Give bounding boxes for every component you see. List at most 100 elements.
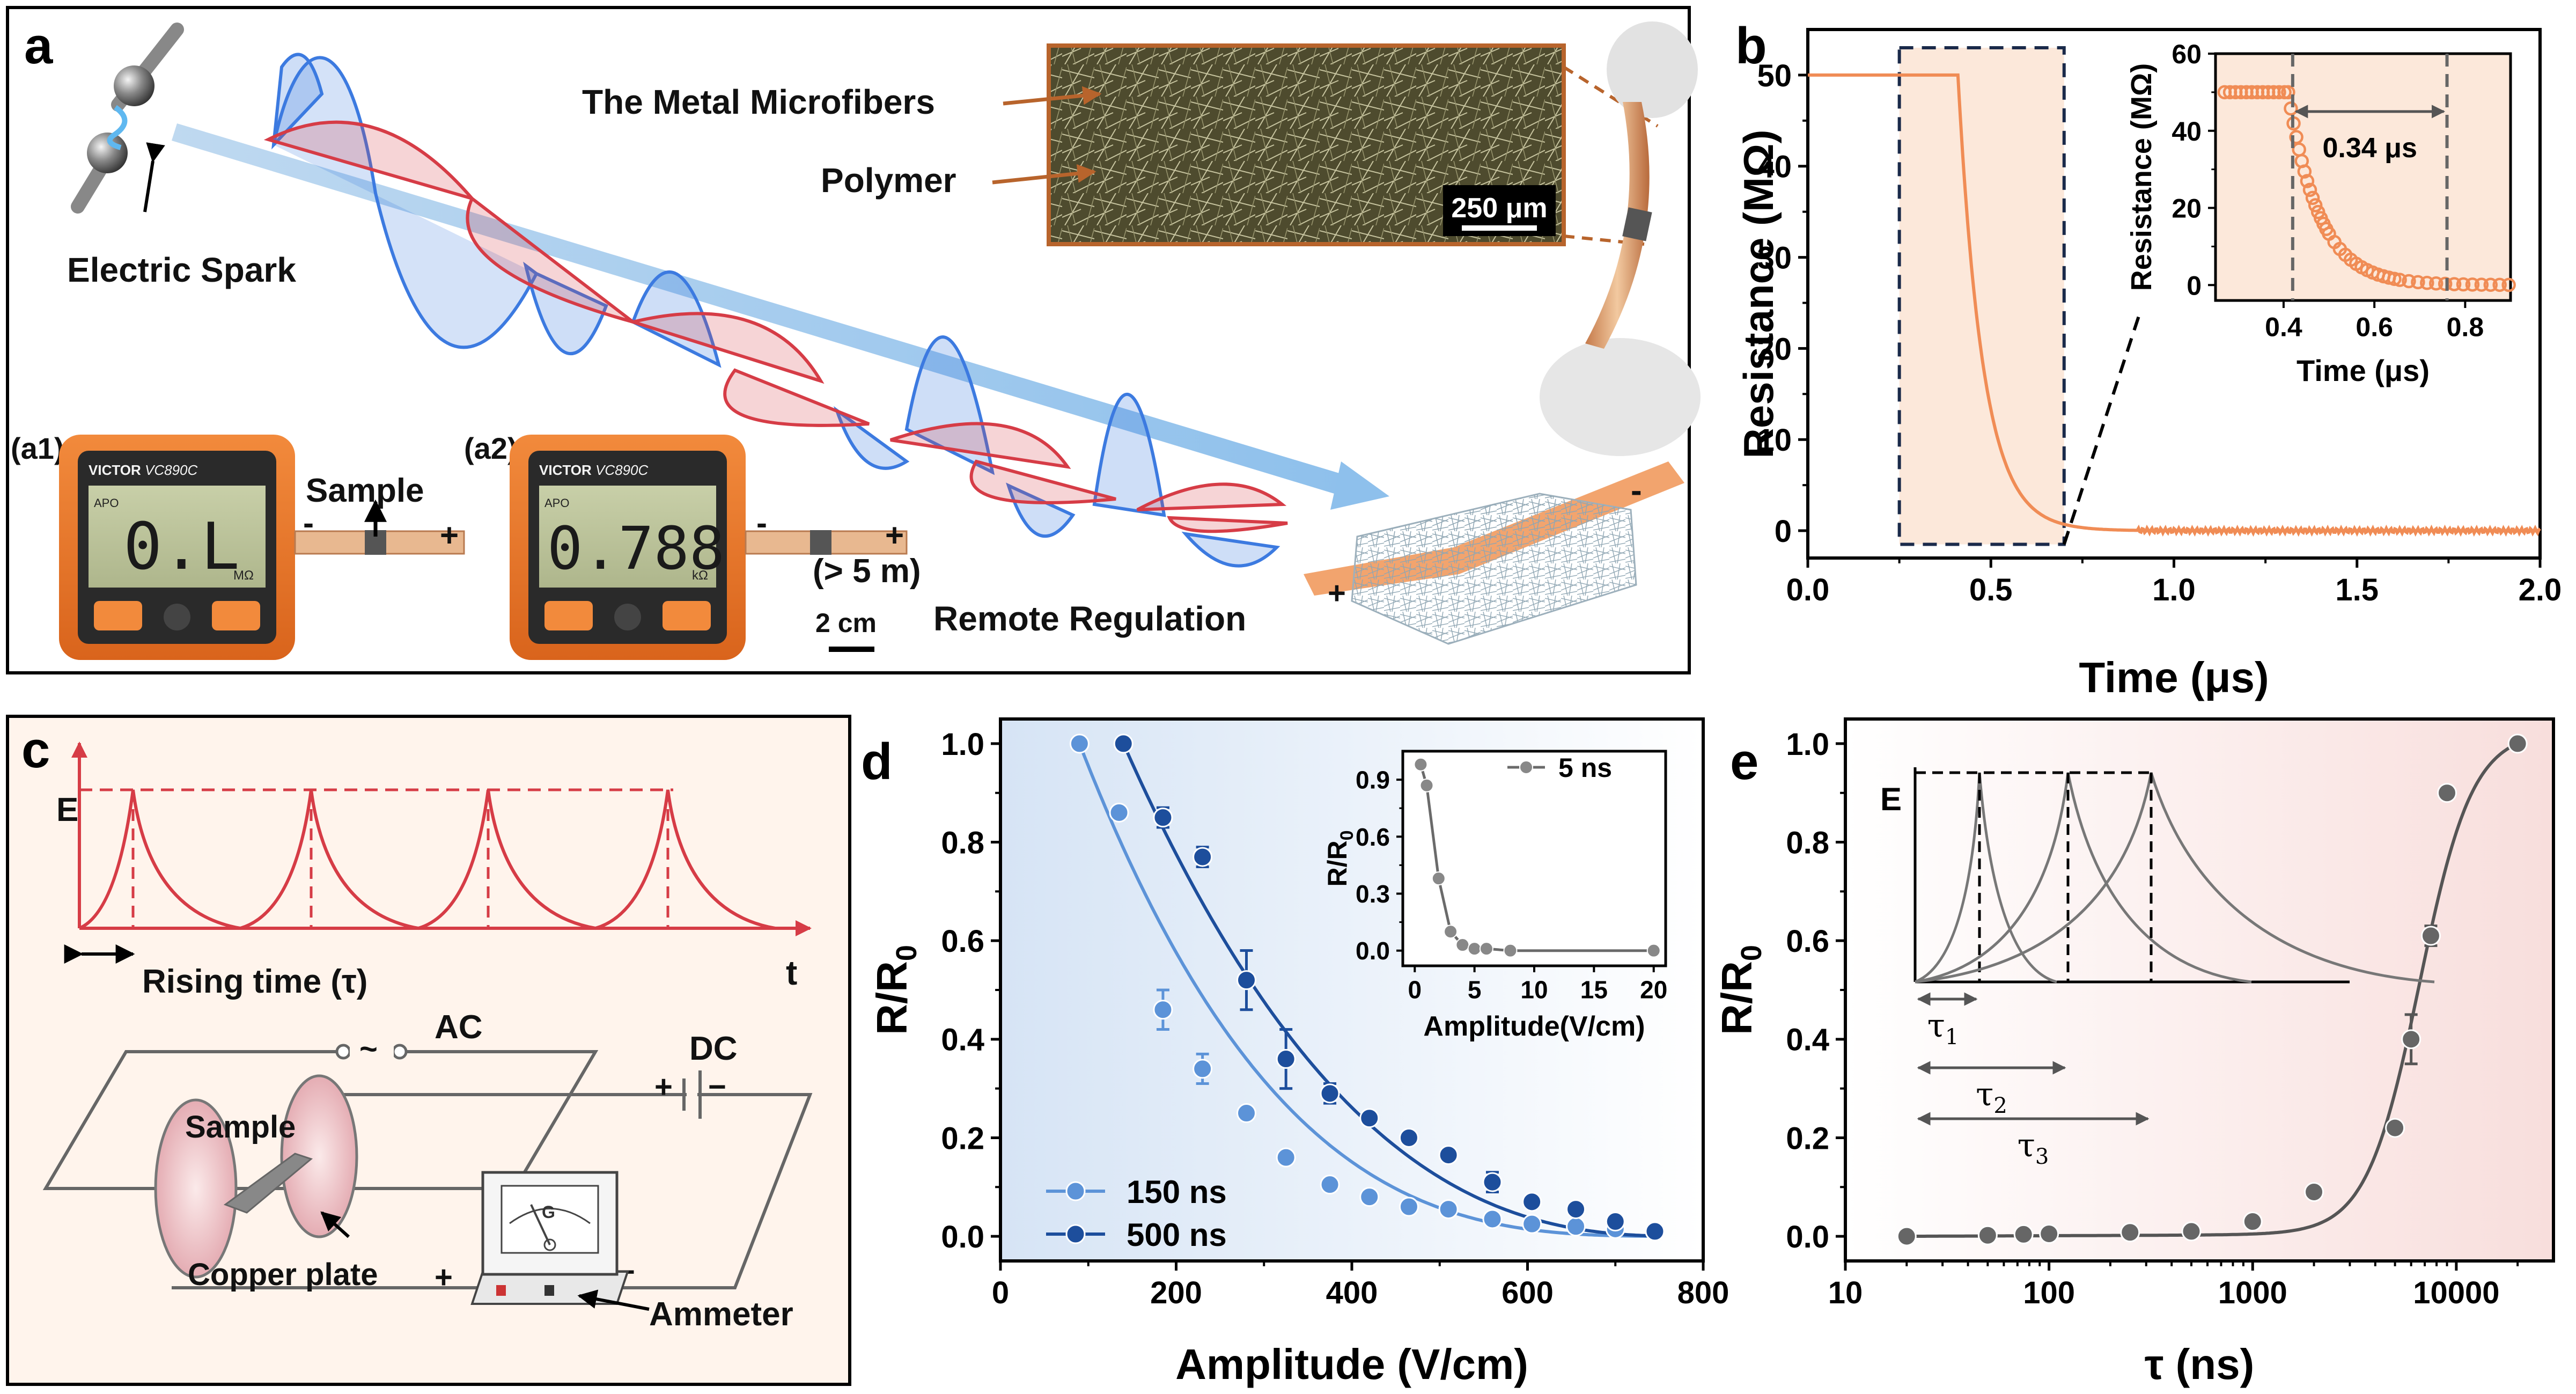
- polymer-label: Polymer: [821, 161, 956, 200]
- test-circuit-diagram: ~ AC DC + − Sample Copper plate + −: [42, 1009, 813, 1333]
- d-point-500ns: [1276, 1049, 1296, 1069]
- e-point: [1977, 1225, 1998, 1245]
- e_main-ytick-label: 0.8: [1786, 825, 1829, 860]
- d-point-500ns: [1113, 733, 1134, 754]
- d-legend-marker: [1065, 1224, 1086, 1244]
- flexible-sample-photo: [1540, 21, 1701, 456]
- scale-bar-label: 250 μm: [1451, 193, 1547, 224]
- d-point-150ns: [1109, 802, 1129, 823]
- d-xlabel: Amplitude (V/cm): [1175, 1340, 1528, 1388]
- e_main-ytick-label: 1.0: [1786, 727, 1829, 762]
- d-inset-point: [1455, 938, 1470, 952]
- a2-label: (a2): [464, 431, 518, 465]
- e-point: [1896, 1226, 1917, 1246]
- b-inset-point: [2289, 130, 2303, 144]
- ammeter-illustration: G: [470, 1171, 629, 1305]
- b-inset-bg: [2216, 54, 2511, 300]
- meter-brand-2: VICTOR: [539, 462, 592, 478]
- c-E-label: E: [56, 791, 78, 828]
- b-xlabel: Time (μs): [2079, 654, 2269, 701]
- e_main-xtick-label: 10: [1828, 1275, 1863, 1310]
- galvanometer-label: G: [542, 1202, 555, 1222]
- microfiber-micrograph: 250 μm: [1047, 43, 1566, 246]
- e-point: [2039, 1224, 2059, 1244]
- e-inset-E-label: E: [1880, 781, 1902, 817]
- d-inset-point: [1419, 778, 1434, 793]
- d-point-500ns: [1566, 1199, 1586, 1220]
- b-inset-ylabel: Resistance (MΩ): [2125, 63, 2158, 291]
- e-point: [2385, 1118, 2405, 1138]
- e-inset-tau-sub-3: 3: [2035, 1144, 2049, 1169]
- b-inset-point: [2465, 277, 2480, 292]
- d-point-500ns: [1359, 1108, 1380, 1128]
- d-fit-curve-150ns: [1078, 743, 1655, 1238]
- panel-d-letter: d: [861, 733, 893, 790]
- d-point-500ns: [1399, 1127, 1419, 1148]
- e-point: [2401, 1029, 2422, 1050]
- d_main-ytick-label: 0.2: [941, 1121, 984, 1156]
- e-ylabel: R/R0: [1713, 945, 1768, 1035]
- b_main-xtick-label: 1.0: [2152, 573, 2196, 607]
- b_inset-xtick-label: 0.8: [2447, 312, 2484, 342]
- meter-reading-1: 0.L: [123, 510, 240, 584]
- multimeter-a2: (a2) VICTOR VC890C APO 0.788 kΩ: [464, 431, 746, 660]
- e_main-ytick-label: 0.2: [1786, 1121, 1829, 1156]
- d-point-500ns: [1522, 1192, 1542, 1212]
- panel-b: b 0.0 0.5 1.0 1.5 2.0 0 10 20 30 40 50 Resistance (…: [1735, 17, 2562, 701]
- d-point-150ns: [1438, 1199, 1459, 1220]
- d_inset-ytick-label: 0.3: [1356, 880, 1390, 908]
- ammeter-label: Ammeter: [649, 1296, 793, 1333]
- panel-e-letter: e: [1730, 733, 1758, 790]
- d_main-ytick-label: 0.0: [941, 1220, 984, 1254]
- rising-time-label: Rising time (τ): [142, 963, 367, 1000]
- d-point-150ns: [1399, 1197, 1419, 1217]
- e-point: [2242, 1212, 2263, 1232]
- d-inset-point: [1646, 943, 1661, 958]
- e-point: [2437, 783, 2457, 803]
- ac-tilde: ~: [359, 1032, 378, 1067]
- b_main-ytick-label: 30: [1757, 240, 1792, 275]
- b-highlight-box: [1897, 46, 2066, 546]
- wave-propagation-illustration: [172, 53, 1389, 568]
- b-inset-point: [2428, 276, 2443, 291]
- d-point-500ns: [1193, 847, 1213, 867]
- spark-electrodes-illustration: [71, 23, 184, 214]
- e-point: [2013, 1224, 2034, 1244]
- b_inset-ytick-label: 20: [2172, 194, 2202, 224]
- sample-label-a1: Sample: [306, 472, 424, 509]
- b_inset-ytick-label: 0: [2187, 270, 2202, 300]
- b-inset-point: [2302, 182, 2317, 197]
- a2-minus: -: [756, 505, 767, 541]
- d-inset-point: [1467, 942, 1482, 956]
- d-point-150ns: [1566, 1216, 1586, 1237]
- meter-model-2: VC890C: [595, 462, 648, 478]
- b_inset-ytick-label: 60: [2172, 39, 2202, 69]
- a1-plus: +: [440, 517, 459, 553]
- e-inset-tau-sub-2: 2: [1993, 1094, 2007, 1118]
- d-point-500ns: [1438, 1145, 1459, 1165]
- b-inset-point: [2411, 275, 2425, 290]
- d-point-500ns: [1605, 1212, 1625, 1232]
- b-inset-point: [2492, 277, 2507, 292]
- distance-label: (> 5 m): [813, 553, 921, 590]
- d-point-500ns: [1482, 1172, 1503, 1192]
- panel-a: a Electric Spark: [6, 6, 1701, 674]
- c-t-label: t: [786, 953, 797, 992]
- b_main-xtick-label: 1.5: [2335, 573, 2379, 607]
- e_main-xtick-label: 10000: [2413, 1275, 2499, 1310]
- fiber-mesh-illustration: + -: [1304, 461, 1684, 645]
- e-inset-tau-sub-1: 1: [1945, 1025, 1959, 1050]
- mesh-plus: +: [1328, 576, 1346, 611]
- e-point: [2507, 733, 2528, 754]
- b_main-xtick-label: 0.5: [1969, 573, 2013, 607]
- d-inset-legend-marker: [1519, 760, 1533, 774]
- e-fit-curve: [1907, 742, 2519, 1238]
- e-ylabel-sub: 0: [1735, 945, 1768, 961]
- d_main-ytick-label: 0.6: [941, 924, 984, 959]
- a2-plus: +: [885, 517, 904, 553]
- d_main-ytick-label: 1.0: [941, 727, 984, 762]
- d-point-150ns: [1069, 733, 1090, 754]
- e-point: [2420, 926, 2441, 946]
- d-legend-label: 150 ns: [1127, 1174, 1227, 1210]
- b_main-ytick-label: 0: [1775, 514, 1792, 549]
